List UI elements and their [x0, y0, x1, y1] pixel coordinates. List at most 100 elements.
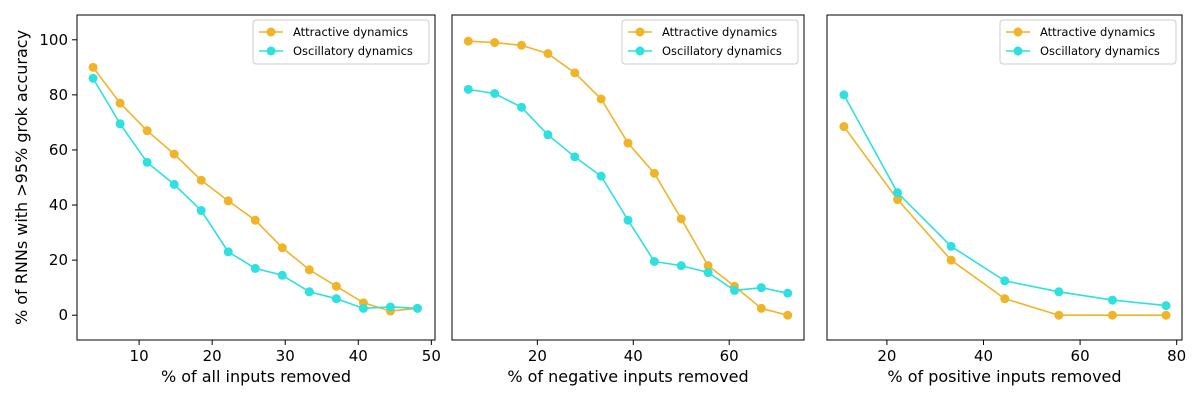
series-oscillatory [88, 73, 422, 313]
data-point [623, 215, 633, 225]
x-tick-label: 20 [203, 347, 222, 365]
x-tick-label: 40 [974, 347, 993, 365]
x-tick-label: 50 [422, 347, 441, 365]
data-point [250, 215, 260, 225]
legend-marker [266, 46, 276, 56]
legend-box [999, 19, 1177, 65]
series-line [843, 94, 1167, 307]
data-point [196, 175, 206, 185]
series-oscillatory [463, 84, 793, 298]
series-attractive [463, 36, 793, 320]
y-tick-label: 100 [39, 31, 68, 49]
series-attractive [839, 122, 1171, 320]
data-point [756, 303, 766, 313]
data-point [517, 40, 527, 50]
data-point [88, 62, 98, 72]
legend-marker [1013, 46, 1023, 56]
data-point [649, 168, 659, 178]
x-tick-label: 30 [276, 347, 295, 365]
series-line [468, 88, 788, 294]
data-point [169, 179, 179, 189]
legend-box [621, 19, 799, 65]
y-tick-label: 40 [49, 196, 68, 214]
data-point [596, 171, 606, 181]
data-point [142, 157, 152, 167]
data-point [676, 261, 686, 271]
data-point [463, 36, 473, 46]
x-tick-label: 20 [528, 347, 547, 365]
data-point [946, 241, 956, 251]
axes-frame [826, 14, 1183, 341]
data-point [223, 247, 233, 257]
subplot-1: 10 20 30 40 50 0 20 40 60 80 100 % of all inputs re… [12, 14, 441, 386]
data-point [839, 90, 849, 100]
data-point [115, 98, 125, 108]
data-point [169, 149, 179, 159]
data-point [196, 206, 206, 216]
data-point [1000, 276, 1010, 286]
data-point [1161, 310, 1171, 320]
data-point [517, 102, 527, 112]
data-point [893, 188, 903, 198]
data-point [1054, 310, 1064, 320]
legend-label: Oscillatory dynamics [293, 44, 413, 58]
data-point [1161, 301, 1171, 311]
data-point [463, 84, 473, 94]
data-point [490, 38, 500, 48]
data-point [1107, 295, 1117, 305]
axes-frame [76, 14, 436, 341]
data-point [596, 94, 606, 104]
y-tick-label: 60 [49, 141, 68, 159]
data-point [649, 257, 659, 267]
data-point [839, 122, 849, 132]
y-tick-label: 0 [58, 306, 68, 324]
data-point [331, 281, 341, 291]
legend-label: Oscillatory dynamics [662, 44, 782, 58]
data-point [703, 261, 713, 271]
data-point [676, 214, 686, 224]
data-point [703, 268, 713, 278]
x-axis-label: % of positive inputs removed [887, 367, 1121, 386]
data-point [543, 130, 553, 140]
data-point [783, 288, 793, 298]
data-point [893, 195, 903, 205]
data-point [783, 310, 793, 320]
data-point [570, 68, 580, 78]
data-point [358, 303, 368, 313]
x-tick-label: 10 [130, 347, 149, 365]
x-tick-label: 40 [624, 347, 643, 365]
data-point [223, 196, 233, 206]
series-line [92, 77, 418, 310]
x-tick-label: 40 [349, 347, 368, 365]
legend-label: Oscillatory dynamics [1040, 44, 1160, 58]
x-tick-label: 60 [1071, 347, 1090, 365]
data-point [729, 285, 739, 295]
legend-marker [1013, 27, 1023, 37]
legend-marker [635, 46, 645, 56]
data-point [756, 283, 766, 293]
y-axis-label: % of RNNs with >95% grok accuracy [12, 30, 31, 325]
legend-label: Attractive dynamics [662, 25, 777, 39]
series-line [92, 66, 418, 312]
legend: Attractive dynamics Oscillatory dynamics [621, 19, 799, 65]
subplot-2: 20 40 60 % of negative inputs removed Attrac… [451, 14, 805, 386]
legend-marker [635, 27, 645, 37]
data-point [331, 294, 341, 304]
x-axis-label: % of all inputs removed [161, 367, 351, 386]
x-tick-label: 80 [1167, 347, 1186, 365]
data-point [304, 265, 314, 275]
legend-label: Attractive dynamics [293, 25, 408, 39]
legend: Attractive dynamics Oscillatory dynamics [252, 19, 430, 65]
data-point [304, 287, 314, 297]
x-axis-label: % of negative inputs removed [507, 367, 748, 386]
series-attractive [88, 62, 422, 316]
series-line [843, 126, 1167, 317]
x-tick-label: 20 [877, 347, 896, 365]
x-tick-label: 60 [720, 347, 739, 365]
y-tick-label: 80 [49, 86, 68, 104]
legend-label: Attractive dynamics [1040, 25, 1155, 39]
data-point [623, 138, 633, 148]
data-point [115, 119, 125, 129]
data-point [277, 243, 287, 253]
